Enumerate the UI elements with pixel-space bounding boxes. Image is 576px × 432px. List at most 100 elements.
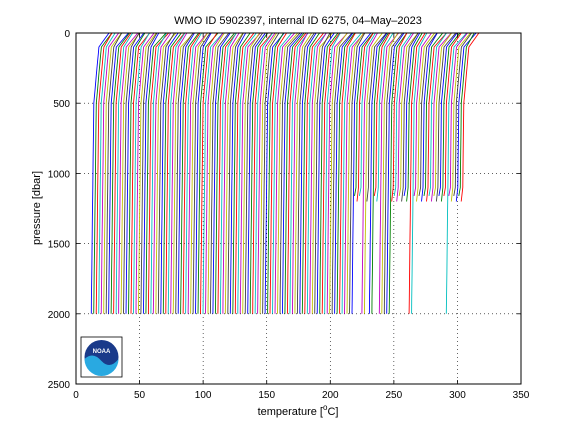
- profile-line: [421, 33, 438, 202]
- profile-line: [247, 33, 266, 314]
- profile-line: [239, 33, 261, 314]
- profile-line: [125, 33, 145, 314]
- x-tick-label: 200: [322, 390, 339, 401]
- profile-line: [133, 33, 150, 314]
- profile-line: [252, 33, 273, 314]
- profile-line: [167, 33, 186, 314]
- profile-line: [219, 33, 237, 314]
- profile-line: [309, 33, 327, 314]
- profile-line: [98, 33, 116, 314]
- y-tick-label: 1500: [48, 240, 71, 251]
- profile-line: [388, 33, 408, 314]
- profile-line: [192, 33, 211, 314]
- profile-line: [93, 33, 113, 314]
- profile-line: [267, 33, 284, 314]
- x-tick-label: 0: [73, 390, 79, 401]
- profile-line: [426, 33, 447, 202]
- profile-line: [460, 33, 480, 202]
- profile-line: [376, 33, 394, 202]
- profile-line: [95, 33, 113, 314]
- profile-line: [331, 33, 353, 314]
- noaa-logo: NOAA: [80, 336, 123, 378]
- profile-line: [105, 33, 123, 314]
- profile-line: [401, 33, 419, 202]
- profile-line: [366, 33, 387, 202]
- profile-line: [274, 33, 296, 314]
- profile-line: [423, 33, 444, 196]
- profile-line: [205, 33, 224, 314]
- profile-line: [160, 33, 179, 314]
- profile-line: [393, 33, 413, 196]
- profile-line: [445, 33, 468, 314]
- profile-line: [254, 33, 274, 314]
- profile-line: [411, 33, 428, 314]
- profile-line: [128, 33, 146, 314]
- profile-line: [361, 33, 378, 314]
- profile-line: [120, 33, 141, 314]
- profile-line: [152, 33, 172, 314]
- profile-line: [242, 33, 260, 314]
- y-tick-label: 1000: [48, 169, 71, 180]
- profile-line: [145, 33, 167, 314]
- profile-line: [135, 33, 155, 314]
- profile-line: [306, 33, 327, 314]
- profile-line: [453, 33, 472, 196]
- profile-line: [418, 33, 438, 196]
- profile-line: [396, 33, 414, 202]
- x-tick-label: 350: [513, 390, 530, 401]
- y-tick-label: 2000: [48, 310, 71, 321]
- chart-title: WMO ID 5902397, internal ID 6275, 04–May…: [174, 15, 422, 27]
- profile-line: [294, 33, 313, 314]
- profile-line: [351, 33, 372, 314]
- profile-line: [190, 33, 208, 314]
- x-tick-label: 50: [134, 390, 146, 401]
- profile-line: [386, 33, 405, 314]
- profile-line: [450, 33, 471, 202]
- profile-line: [157, 33, 175, 314]
- profile-line: [115, 33, 134, 314]
- profile-line: [398, 33, 419, 196]
- x-tick-label: 250: [386, 390, 403, 401]
- profile-line: [147, 33, 170, 314]
- profile-line: [249, 33, 269, 314]
- profile-line: [346, 33, 364, 314]
- profile-line: [383, 33, 404, 314]
- profile-line: [264, 33, 285, 314]
- profile-line: [284, 33, 305, 314]
- profile-line: [234, 33, 255, 314]
- profile-line: [277, 33, 299, 314]
- profile-line: [416, 33, 435, 202]
- profile-line: [182, 33, 201, 314]
- profile-line: [212, 33, 231, 314]
- profile-line: [108, 33, 129, 314]
- profile-line: [269, 33, 287, 314]
- profile-line: [301, 33, 320, 314]
- axes-box: [75, 32, 522, 385]
- profile-line: [286, 33, 307, 314]
- profile-line: [354, 33, 374, 196]
- profile-line: [289, 33, 309, 314]
- profile-line: [406, 33, 423, 202]
- profile-line: [326, 33, 348, 314]
- profile-line: [200, 33, 218, 314]
- profile-line: [118, 33, 139, 314]
- profile-line: [113, 33, 132, 314]
- profile-line: [282, 33, 303, 314]
- profile-line: [341, 33, 362, 314]
- profile-line: [358, 33, 376, 196]
- y-tick-label: 0: [64, 29, 70, 40]
- profile-line: [257, 33, 276, 314]
- profile-line: [363, 33, 383, 314]
- profile-line: [197, 33, 219, 314]
- profile-line: [150, 33, 167, 314]
- profile-line: [214, 33, 235, 314]
- x-axis: 0 50 100 150 200 250 300 350: [73, 33, 530, 401]
- x-axis-label: temperature [oC]: [258, 403, 339, 418]
- profile-line: [209, 33, 230, 314]
- profile-line: [344, 33, 365, 314]
- profile-line: [227, 33, 244, 314]
- profile-line: [339, 33, 356, 314]
- profile-line: [279, 33, 301, 314]
- profile-line: [448, 33, 468, 196]
